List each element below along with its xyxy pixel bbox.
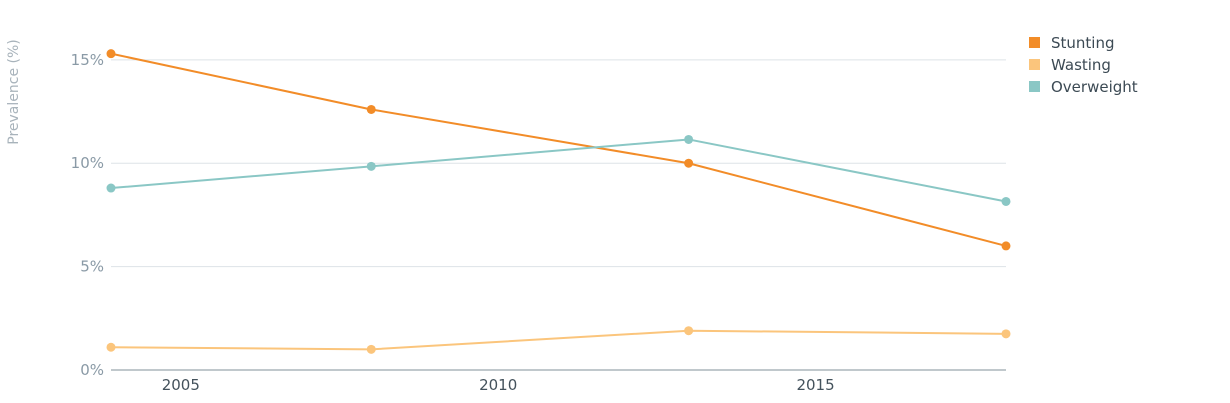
series-line <box>110 138 1007 203</box>
legend-swatch <box>1029 81 1040 92</box>
data-point[interactable] <box>1001 196 1011 206</box>
data-point[interactable] <box>684 158 694 168</box>
legend-swatch <box>1029 59 1040 70</box>
data-point[interactable] <box>106 183 116 193</box>
y-tick-label: 15% <box>71 51 104 69</box>
legend[interactable]: Stunting Wasting Overweight <box>1029 34 1138 96</box>
legend-label: Overweight <box>1051 78 1138 96</box>
data-point[interactable] <box>1001 241 1011 251</box>
legend-item-stunting[interactable]: Stunting <box>1029 34 1115 52</box>
series-overweight <box>106 134 1011 206</box>
series-line <box>110 52 1007 247</box>
y-tick-label: 5% <box>80 258 104 276</box>
series-line <box>110 329 1007 351</box>
series-stunting <box>106 49 1011 251</box>
y-tick-label: 0% <box>80 361 104 379</box>
series-wasting <box>106 326 1011 354</box>
legend-label: Wasting <box>1051 56 1111 74</box>
data-point[interactable] <box>366 104 376 114</box>
data-point[interactable] <box>1001 329 1011 339</box>
axis-layer: 0% 5% 10% 15% 2005 2010 2015 Prevalence (%) <box>6 39 1006 394</box>
legend-item-overweight[interactable]: Overweight <box>1029 78 1138 96</box>
data-point[interactable] <box>106 49 116 59</box>
x-tick-label: 2010 <box>479 376 517 394</box>
data-point[interactable] <box>106 342 116 352</box>
legend-label: Stunting <box>1051 34 1115 52</box>
data-point[interactable] <box>366 344 376 354</box>
data-point[interactable] <box>684 326 694 336</box>
series-layer <box>106 49 1011 354</box>
x-tick-label: 2015 <box>796 376 834 394</box>
y-tick-label: 10% <box>71 154 104 172</box>
grid-layer <box>111 59 1006 268</box>
data-point[interactable] <box>366 161 376 171</box>
legend-swatch <box>1029 37 1040 48</box>
legend-item-wasting[interactable]: Wasting <box>1029 56 1111 74</box>
y-axis-title: Prevalence (%) <box>6 39 22 145</box>
x-tick-label: 2005 <box>162 376 200 394</box>
data-point[interactable] <box>684 134 694 144</box>
